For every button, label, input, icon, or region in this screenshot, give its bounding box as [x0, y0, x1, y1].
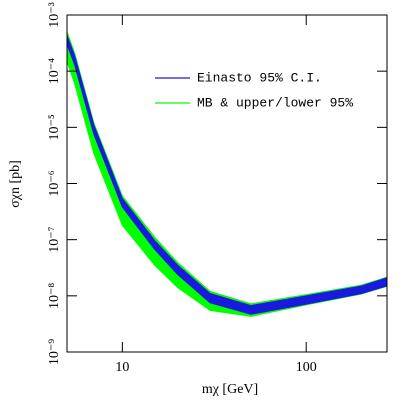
x-axis-label: mχ [GeV]	[202, 382, 258, 397]
y-tick-label: 10⁻⁶	[47, 170, 62, 196]
band	[67, 35, 387, 315]
plot-area	[67, 31, 387, 317]
y-tick-label: 10⁻³	[47, 2, 62, 28]
legend-label: Einasto 95% C.I.	[197, 70, 322, 85]
y-tick-label: 10⁻⁹	[47, 339, 62, 365]
band	[67, 31, 387, 317]
y-tick-label: 10⁻⁸	[47, 283, 62, 309]
x-tick-label: 10	[115, 360, 129, 375]
y-axis-label: σχn [pb]	[8, 160, 23, 208]
legend-label: MB & upper/lower 95%	[197, 95, 353, 110]
x-tick-label: 100	[296, 360, 317, 375]
y-tick-label: 10⁻⁷	[47, 226, 62, 252]
y-tick-label: 10⁻⁴	[47, 58, 62, 84]
y-tick-label: 10⁻⁵	[47, 114, 62, 140]
